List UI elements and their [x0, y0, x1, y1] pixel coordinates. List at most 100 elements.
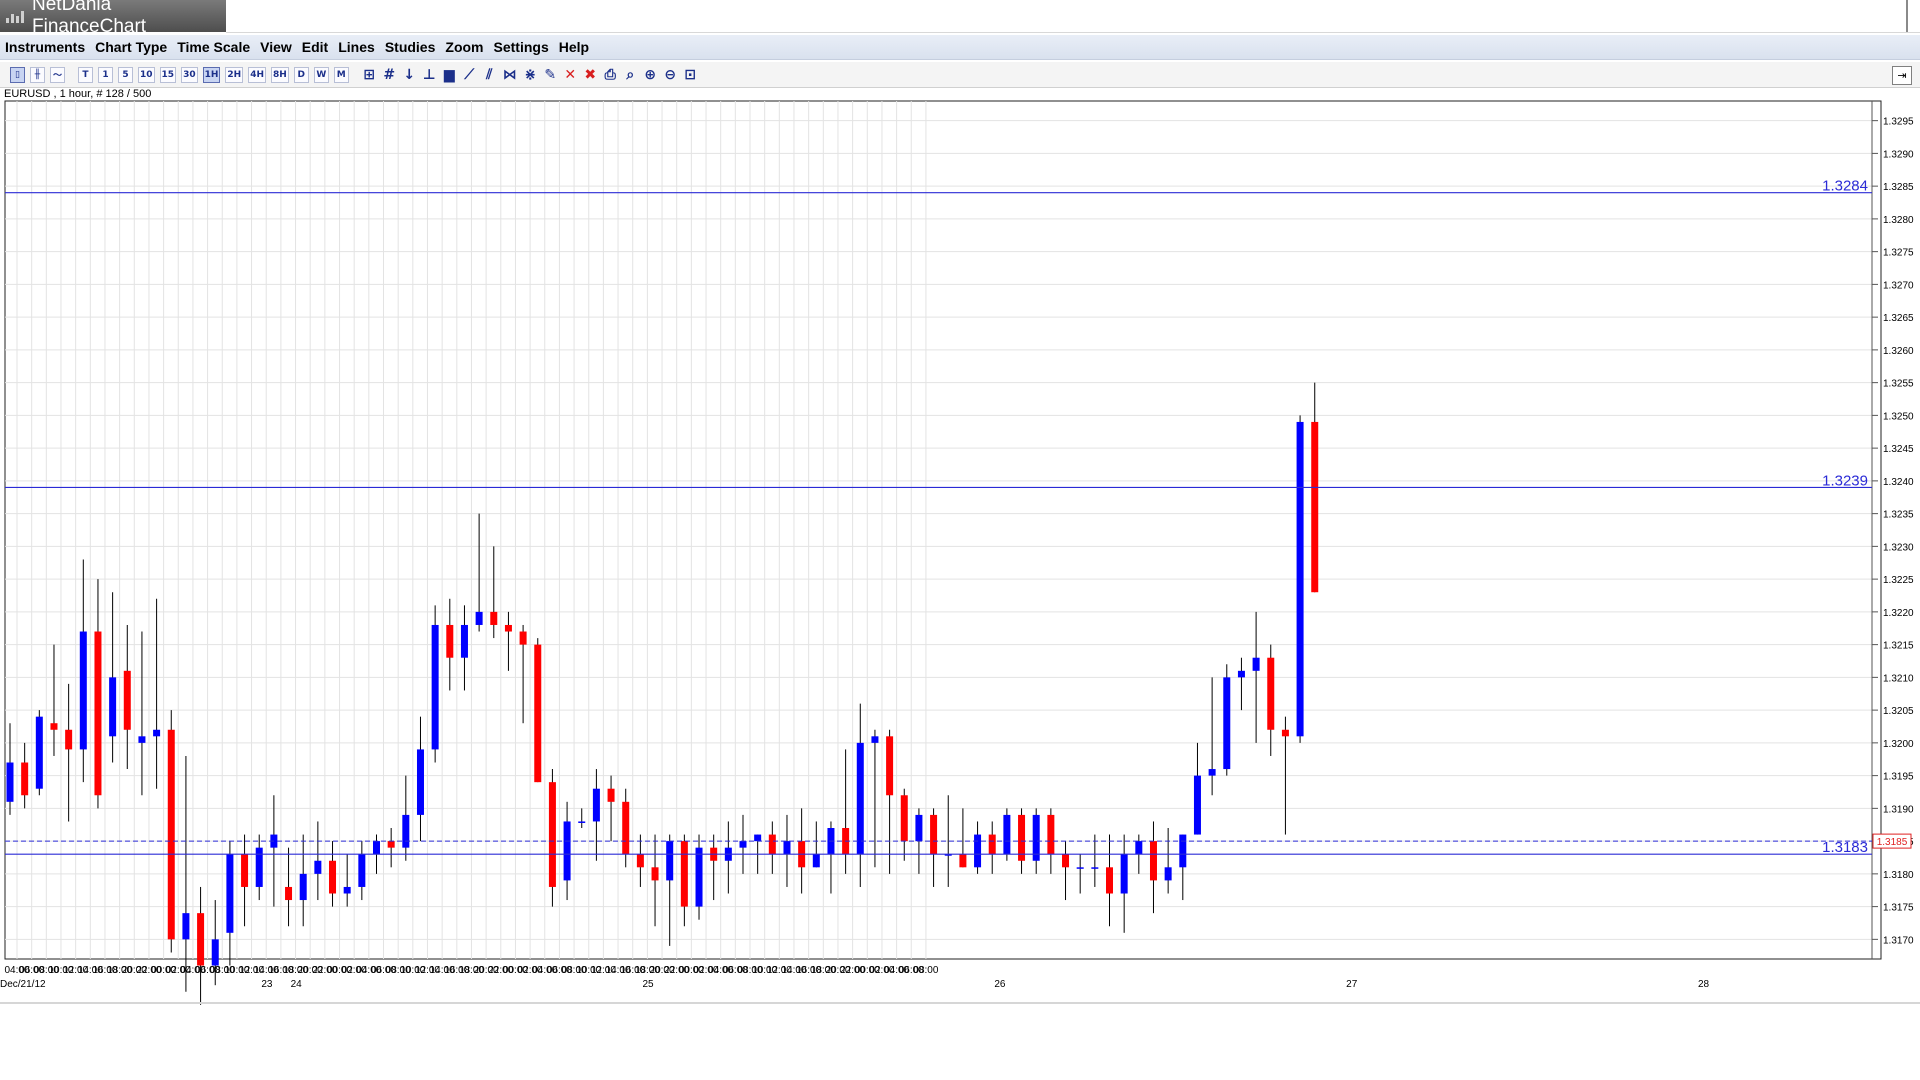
timescale-button-1h[interactable]: 1H: [202, 66, 221, 83]
candle-bearish[interactable]: [329, 860, 337, 894]
candle-bullish[interactable]: [431, 624, 439, 750]
timescale-button-10[interactable]: 10: [138, 66, 155, 83]
candle-bearish[interactable]: [197, 913, 205, 966]
fibonacci-icon[interactable]: ⋈: [502, 66, 517, 83]
candle-bearish[interactable]: [1281, 729, 1289, 737]
delete-all-icon[interactable]: ✖: [584, 66, 597, 83]
candle-bullish[interactable]: [871, 736, 879, 743]
candle-bullish[interactable]: [153, 729, 161, 737]
candle-bearish[interactable]: [21, 762, 29, 796]
candle-bullish[interactable]: [1003, 814, 1011, 855]
candle-bullish[interactable]: [79, 631, 87, 750]
zoom-in-icon[interactable]: ⊕: [644, 66, 657, 83]
candle-bearish[interactable]: [900, 795, 908, 842]
price-chart[interactable]: 1.3170 1.3175 1.3180 1.3185 1.3190 1.3195 1.32…: [0, 0, 1920, 1010]
candle-bearish[interactable]: [1018, 814, 1026, 861]
candle-bearish[interactable]: [1149, 841, 1157, 881]
menu-time-scale[interactable]: Time Scale: [177, 39, 251, 55]
candle-bearish[interactable]: [534, 644, 542, 783]
candle-bearish[interactable]: [651, 867, 659, 881]
candle-bullish[interactable]: [666, 841, 674, 881]
candle-bearish[interactable]: [1062, 854, 1070, 868]
candle-bullish[interactable]: [563, 821, 571, 881]
candle-bullish[interactable]: [856, 742, 864, 855]
timescale-button-4h[interactable]: 4H: [248, 66, 266, 83]
candle-bullish[interactable]: [211, 939, 219, 966]
candle-bearish[interactable]: [94, 631, 102, 796]
candle-bullish[interactable]: [812, 854, 820, 868]
candle-bearish[interactable]: [636, 854, 644, 868]
candle-bullish[interactable]: [1032, 814, 1040, 861]
line-chart-icon[interactable]: 〜: [50, 66, 65, 83]
candle-bullish[interactable]: [109, 677, 117, 737]
timescale-button-30[interactable]: 30: [181, 66, 198, 83]
gann-icon[interactable]: ⋇: [524, 66, 537, 83]
timescale-button-d[interactable]: D: [293, 66, 309, 83]
menu-view[interactable]: View: [260, 39, 292, 55]
delete-icon[interactable]: ✕: [564, 66, 577, 83]
candle-bullish[interactable]: [358, 854, 366, 887]
candle-bearish[interactable]: [167, 729, 175, 940]
step-chart-icon[interactable]: ⊥: [422, 66, 436, 83]
candle-bearish[interactable]: [959, 854, 967, 868]
candle-bullish[interactable]: [739, 841, 747, 848]
timescale-button-8h[interactable]: 8H: [270, 66, 289, 83]
trendline-icon[interactable]: ⟋: [464, 66, 475, 83]
candle-bullish[interactable]: [1135, 841, 1143, 855]
candle-bearish[interactable]: [1047, 814, 1055, 855]
candle-bullish[interactable]: [1091, 867, 1099, 869]
candle-bearish[interactable]: [886, 736, 894, 796]
print-icon[interactable]: ⎙: [604, 66, 616, 83]
menu-instruments[interactable]: Instruments: [5, 39, 86, 55]
timescale-button-w[interactable]: W: [313, 66, 329, 83]
plot-area[interactable]: [4, 100, 1882, 960]
timescale-button-m[interactable]: M: [333, 66, 349, 83]
candle-bullish[interactable]: [460, 624, 468, 658]
timescale-button-15[interactable]: 15: [159, 66, 177, 83]
candle-bearish[interactable]: [622, 801, 630, 855]
zoom-out-icon[interactable]: ⊖: [664, 66, 677, 83]
candle-bullish[interactable]: [314, 860, 322, 874]
crosshair-icon[interactable]: ⊞: [363, 66, 376, 83]
candle-bearish[interactable]: [1267, 657, 1275, 730]
candle-bearish[interactable]: [768, 834, 776, 855]
candle-bullish[interactable]: [1296, 421, 1304, 737]
candle-bullish[interactable]: [402, 814, 410, 848]
candle-bullish[interactable]: [592, 788, 600, 822]
arrow-down-icon[interactable]: ↓: [403, 66, 416, 83]
bar-chart-icon[interactable]: ╫: [30, 66, 45, 83]
candle-bullish[interactable]: [944, 854, 952, 856]
candle-bullish[interactable]: [1252, 657, 1260, 671]
candle-bearish[interactable]: [504, 624, 512, 632]
candle-bearish[interactable]: [123, 670, 131, 730]
candle-bearish[interactable]: [519, 631, 527, 645]
candle-bullish[interactable]: [373, 841, 380, 855]
candle-bullish[interactable]: [182, 913, 190, 940]
candle-bearish[interactable]: [548, 782, 556, 887]
candle-bullish[interactable]: [226, 854, 234, 933]
candle-bullish[interactable]: [35, 716, 43, 789]
print-preview-icon[interactable]: ⌕: [626, 66, 635, 83]
candle-bullish[interactable]: [1179, 834, 1187, 868]
candle-bearish[interactable]: [988, 834, 996, 855]
menu-lines[interactable]: Lines: [338, 39, 375, 55]
candle-bullish[interactable]: [255, 847, 263, 887]
volume-bars-icon[interactable]: ▆: [443, 66, 455, 83]
menu-settings[interactable]: Settings: [493, 39, 549, 55]
candle-bearish[interactable]: [607, 788, 615, 802]
candle-bullish[interactable]: [299, 873, 307, 901]
panel-toggle-icon[interactable]: ⇥: [1892, 66, 1912, 85]
candle-bullish[interactable]: [416, 749, 424, 815]
candle-bullish[interactable]: [475, 611, 483, 625]
candle-bullish[interactable]: [6, 762, 14, 802]
candle-bearish[interactable]: [285, 886, 293, 901]
zoom-reset-icon[interactable]: ⊡: [684, 66, 697, 83]
candlestick-icon[interactable]: ▯: [10, 66, 25, 83]
candle-bearish[interactable]: [1106, 867, 1113, 894]
candle-bullish[interactable]: [1120, 854, 1128, 894]
menu-zoom[interactable]: Zoom: [445, 39, 484, 55]
timescale-button-2h[interactable]: 2H: [225, 66, 244, 83]
candle-bearish[interactable]: [241, 854, 249, 887]
candle-bearish[interactable]: [1311, 421, 1319, 593]
menu-edit[interactable]: Edit: [301, 39, 329, 55]
